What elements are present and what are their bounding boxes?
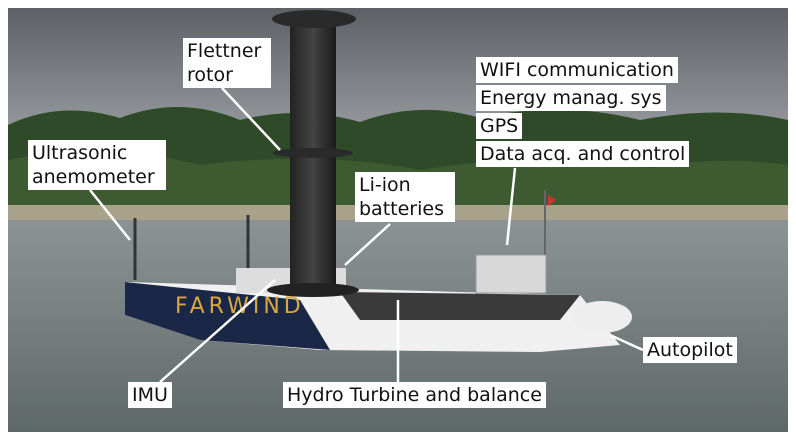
label: Li-ion batteries <box>355 172 455 222</box>
boat-name: FARWIND <box>175 294 305 319</box>
label: IMU <box>128 382 172 408</box>
label: GPS <box>476 113 522 139</box>
annotated-photo: FARWIND Flettner rotor Ultrasonic anemom… <box>0 0 796 432</box>
label: Flettner rotor <box>183 38 271 88</box>
label: Ultrasonic anemometer <box>28 140 166 190</box>
label: Energy manag. sys <box>476 85 666 111</box>
label: Hydro Turbine and balance <box>283 382 546 408</box>
label: Data acq. and control <box>476 141 689 167</box>
label: Autopilot <box>643 337 737 363</box>
label: WIFI communication <box>476 57 678 83</box>
